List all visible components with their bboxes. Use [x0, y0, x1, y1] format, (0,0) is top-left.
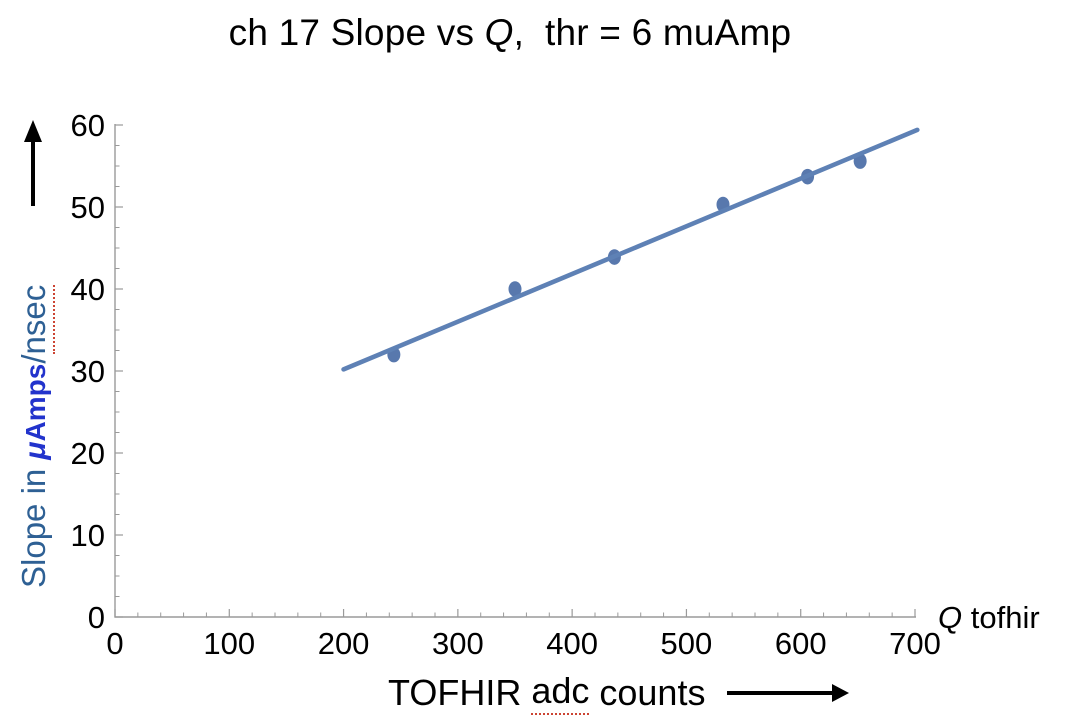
x-axis-label: TOFHIR adc counts — [388, 670, 850, 715]
y-tick-label: 30 — [71, 354, 105, 389]
x-tick-label: 200 — [318, 626, 370, 661]
x-tick-label: 100 — [203, 626, 255, 661]
y-axis-arrow-shaft — [31, 140, 35, 206]
y-axis-arrow-head — [24, 120, 42, 142]
fit-line — [341, 127, 920, 372]
x-axis-end-label-q: Q — [938, 600, 963, 635]
x-tick-label: 0 — [106, 626, 123, 661]
y-tick-label: 50 — [71, 190, 105, 225]
data-point — [508, 281, 522, 297]
y-tick-label: 20 — [71, 436, 105, 471]
chart-title: ch 17 Slope vs Q, thr = 6 muAmp — [0, 12, 1020, 54]
chart-title-suffix: , thr = 6 muAmp — [513, 12, 792, 53]
x-axis-label-prefix: TOFHIR — [388, 671, 532, 713]
x-tick-label: 500 — [661, 626, 713, 661]
chart-title-prefix: ch 17 Slope vs — [228, 12, 485, 53]
x-axis-end-label: Q tofhir — [938, 600, 1040, 636]
y-axis-arrow-icon — [24, 120, 42, 208]
x-axis-arrow-icon — [727, 683, 850, 702]
x-tick-label: 400 — [546, 626, 598, 661]
x-tick-label: 600 — [775, 626, 827, 661]
y-tick-label: 60 — [71, 108, 105, 143]
x-axis-label-adc: adc — [531, 670, 590, 715]
y-tick-label: 0 — [88, 600, 105, 635]
y-tick-label: 10 — [71, 518, 105, 553]
x-axis-end-label-rest: tofhir — [962, 600, 1040, 635]
axes-lines — [114, 124, 916, 618]
y-tick-label: 40 — [71, 272, 105, 307]
x-tick-label: 300 — [432, 626, 484, 661]
chart-title-q: Q — [484, 12, 514, 53]
x-axis-arrow-shaft — [727, 691, 834, 695]
x-axis-label-suffix: counts — [589, 671, 706, 713]
x-axis-arrow-head — [832, 683, 850, 702]
x-tick-label: 700 — [889, 626, 941, 661]
